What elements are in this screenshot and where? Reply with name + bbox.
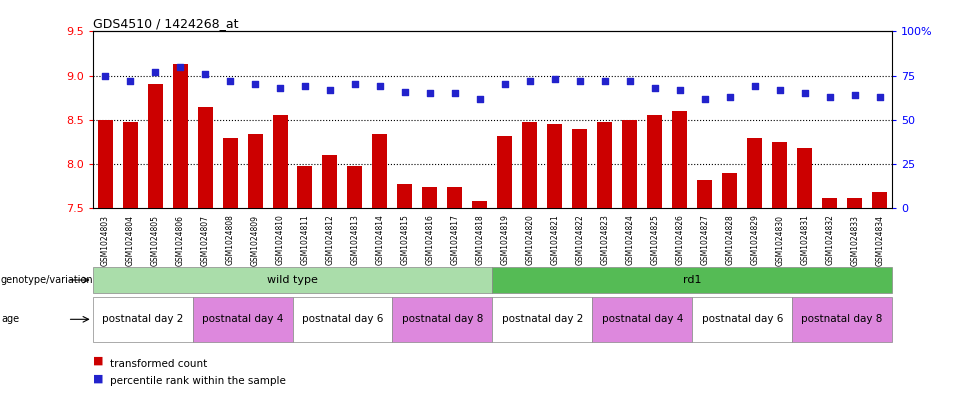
Point: [222, 78, 238, 84]
Text: ■: ■: [93, 356, 106, 365]
Point: [472, 95, 488, 102]
Bar: [248, 134, 262, 208]
Bar: [193, 297, 292, 342]
Bar: [792, 297, 892, 342]
Bar: [222, 138, 238, 208]
Bar: [372, 134, 387, 208]
Bar: [93, 297, 193, 342]
Bar: [872, 193, 887, 208]
Text: wild type: wild type: [267, 275, 318, 285]
Bar: [422, 187, 438, 208]
Text: genotype/variation: genotype/variation: [1, 275, 94, 285]
Text: postnatal day 6: postnatal day 6: [302, 314, 383, 324]
Point: [547, 76, 563, 83]
Point: [572, 78, 588, 84]
Point: [647, 85, 663, 91]
Text: age: age: [1, 314, 20, 324]
Point: [122, 78, 137, 84]
Point: [322, 86, 337, 93]
Text: percentile rank within the sample: percentile rank within the sample: [110, 376, 286, 386]
Text: transformed count: transformed count: [110, 358, 208, 369]
Text: postnatal day 8: postnatal day 8: [402, 314, 483, 324]
Point: [747, 83, 762, 90]
Point: [297, 83, 313, 90]
Point: [672, 86, 687, 93]
Point: [173, 64, 188, 70]
Bar: [798, 148, 812, 208]
Bar: [547, 124, 563, 208]
Bar: [448, 187, 462, 208]
Point: [622, 78, 638, 84]
Bar: [598, 121, 612, 208]
Point: [422, 90, 438, 96]
Bar: [572, 129, 587, 208]
Point: [197, 71, 213, 77]
Bar: [98, 120, 112, 208]
Text: ■: ■: [93, 373, 106, 383]
Point: [248, 81, 263, 88]
Point: [448, 90, 463, 96]
Bar: [93, 267, 492, 293]
Bar: [492, 267, 892, 293]
Text: postnatal day 2: postnatal day 2: [502, 314, 583, 324]
Bar: [672, 111, 687, 208]
Bar: [392, 297, 492, 342]
Bar: [692, 297, 792, 342]
Point: [872, 94, 887, 100]
Bar: [398, 184, 412, 208]
Point: [697, 95, 713, 102]
Point: [397, 88, 412, 95]
Bar: [147, 84, 163, 208]
Point: [497, 81, 513, 88]
Bar: [292, 297, 392, 342]
Text: postnatal day 6: postnatal day 6: [702, 314, 783, 324]
Bar: [297, 166, 312, 208]
Bar: [847, 198, 862, 208]
Bar: [647, 116, 662, 208]
Bar: [492, 297, 593, 342]
Bar: [123, 121, 137, 208]
Text: GDS4510 / 1424268_at: GDS4510 / 1424268_at: [93, 17, 238, 30]
Point: [847, 92, 863, 98]
Bar: [593, 297, 692, 342]
Bar: [772, 142, 787, 208]
Point: [147, 69, 163, 75]
Bar: [272, 116, 288, 208]
Bar: [472, 201, 488, 208]
Text: postnatal day 2: postnatal day 2: [102, 314, 183, 324]
Point: [347, 81, 363, 88]
Point: [522, 78, 537, 84]
Point: [772, 86, 788, 93]
Point: [372, 83, 388, 90]
Point: [822, 94, 838, 100]
Bar: [523, 121, 537, 208]
Point: [722, 94, 737, 100]
Bar: [198, 107, 213, 208]
Bar: [822, 198, 838, 208]
Bar: [722, 173, 737, 208]
Bar: [747, 138, 762, 208]
Point: [597, 78, 612, 84]
Point: [98, 72, 113, 79]
Point: [272, 85, 288, 91]
Bar: [697, 180, 712, 208]
Text: rd1: rd1: [683, 275, 701, 285]
Bar: [173, 64, 187, 208]
Bar: [497, 136, 513, 208]
Bar: [622, 120, 638, 208]
Text: postnatal day 4: postnatal day 4: [202, 314, 283, 324]
Bar: [347, 166, 363, 208]
Text: postnatal day 4: postnatal day 4: [602, 314, 682, 324]
Point: [797, 90, 812, 96]
Bar: [323, 155, 337, 208]
Text: postnatal day 8: postnatal day 8: [801, 314, 882, 324]
